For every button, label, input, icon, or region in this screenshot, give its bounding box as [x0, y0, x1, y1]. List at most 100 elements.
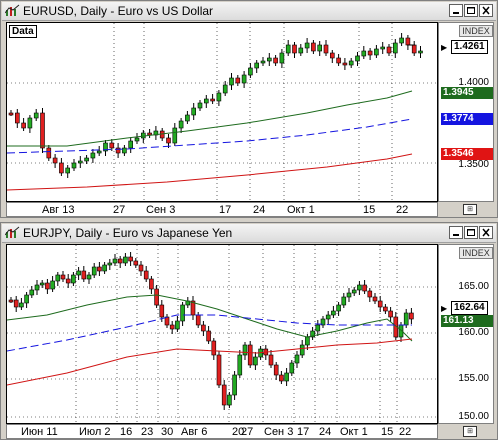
- candle-body: [81, 270, 87, 280]
- candle-body: [52, 157, 58, 164]
- candle-body: [27, 117, 33, 129]
- index-button[interactable]: INDEX: [459, 247, 493, 259]
- candle-body: [304, 42, 310, 49]
- ma-mid-line: [7, 314, 412, 352]
- window-title: EURJPY, Daily - Euro vs Japanese Yen: [23, 226, 233, 240]
- candle-body: [279, 374, 284, 382]
- candle-body: [29, 289, 35, 296]
- eurjpy-time-axis[interactable]: Июн 11 Июл 2 16 23 30 Авг 6 20 27 Сен 3 …: [6, 424, 438, 439]
- candle-body: [361, 50, 367, 57]
- minimize-button[interactable]: [449, 226, 463, 239]
- ma-mid-line: [7, 118, 413, 154]
- candle-body: [60, 274, 66, 280]
- eurusd-titlebar[interactable]: EURUSD, Daily - Euro vs US Dollar: [2, 2, 496, 21]
- candle-body: [222, 84, 228, 94]
- candle-body: [342, 62, 348, 66]
- candle-body: [329, 52, 335, 59]
- close-button[interactable]: [479, 4, 493, 17]
- candle-body: [21, 122, 26, 129]
- candle-body: [55, 274, 61, 282]
- candle-body: [235, 77, 241, 84]
- candle-body: [195, 314, 201, 326]
- candle-body: [367, 50, 373, 56]
- candle-body: [357, 284, 362, 291]
- eurusd-price-axis[interactable]: INDEX 1.4000 1.3500 1.4261 ▶ 1.3945 1.37…: [438, 22, 494, 202]
- eurjpy-plot-area[interactable]: [6, 244, 438, 424]
- candle-body: [348, 60, 354, 66]
- candle-body: [71, 162, 77, 169]
- eurusd-chart-window[interactable]: EURUSD, Daily - Euro vs US Dollar Data I…: [0, 0, 498, 218]
- candle-body: [190, 300, 196, 316]
- candle-body: [253, 356, 258, 366]
- candle-body: [40, 112, 45, 149]
- window-title: EURUSD, Daily - Euro vs US Dollar: [23, 4, 214, 18]
- minimize-button[interactable]: [449, 4, 463, 17]
- candle-body: [273, 364, 279, 376]
- candle-body: [317, 44, 323, 52]
- eurjpy-price-axis[interactable]: INDEX 165.00 160.00 155.00 150.00 ▶ 162.…: [438, 244, 494, 424]
- candle-body: [71, 274, 76, 284]
- maximize-button[interactable]: [464, 226, 478, 239]
- candle-body: [76, 270, 81, 276]
- candle-body: [86, 274, 92, 280]
- candle-body: [103, 142, 108, 152]
- close-button[interactable]: [479, 226, 493, 239]
- candle-body: [372, 296, 378, 302]
- scale-fix-icon[interactable]: ⊞: [463, 426, 477, 437]
- ma-slow-line: [7, 153, 413, 191]
- eurusd-candles: [7, 23, 437, 201]
- candle-body: [362, 284, 367, 292]
- data-panel-label: Data: [9, 25, 37, 38]
- candle-body: [90, 152, 96, 159]
- candle-body: [232, 374, 237, 396]
- x-tick-label: Июн 11: [21, 426, 58, 438]
- candle-body: [197, 102, 203, 109]
- candle-body: [8, 112, 14, 116]
- candle-body: [15, 112, 20, 124]
- eurusd-time-axis[interactable]: Авг 13 27 Сен 3 17 24 Окт 1 15 22: [6, 202, 438, 217]
- candle-body: [154, 288, 159, 306]
- y-tick: 1.3500: [458, 159, 489, 170]
- candle-body: [107, 262, 113, 266]
- candle-body: [204, 98, 209, 104]
- candle-body: [112, 258, 118, 264]
- index-button[interactable]: INDEX: [459, 25, 493, 37]
- candle-body: [50, 280, 55, 290]
- last-price-tag: 162.64: [451, 301, 488, 315]
- candle-body: [123, 256, 128, 264]
- x-tick-label: Авг 6: [181, 426, 208, 438]
- candle-body: [409, 312, 414, 320]
- candle-body: [273, 57, 278, 64]
- candle-body: [320, 318, 326, 326]
- candle-body: [84, 157, 89, 162]
- candle-body: [346, 292, 352, 298]
- candle-body: [216, 354, 222, 386]
- candle-body: [122, 147, 127, 154]
- scale-fix-icon[interactable]: ⊞: [463, 204, 477, 215]
- candle-body: [355, 55, 360, 62]
- candle-body: [109, 142, 115, 149]
- candle-body: [46, 147, 52, 159]
- y-tick: 1.4000: [458, 77, 489, 88]
- candle-body: [191, 107, 196, 116]
- eurjpy-titlebar[interactable]: EURJPY, Daily - Euro vs Japanese Yen: [2, 224, 496, 243]
- x-tick-label: 22: [396, 204, 409, 216]
- candle-body: [128, 256, 133, 262]
- x-tick-label: Сен 3: [146, 204, 176, 216]
- candle-body: [133, 260, 139, 266]
- x-tick-label: 22: [399, 426, 412, 438]
- ma-fast-line: [7, 294, 413, 342]
- candle-body: [227, 394, 232, 406]
- candle-body: [248, 67, 253, 76]
- ma-slow-line: [7, 338, 413, 386]
- maximize-button[interactable]: [464, 4, 478, 17]
- candle-body: [39, 282, 45, 286]
- eurusd-plot-area[interactable]: Data: [6, 22, 438, 202]
- candle-body: [216, 92, 222, 102]
- candle-body: [201, 324, 206, 332]
- candle-body: [206, 330, 211, 342]
- candle-body: [380, 46, 386, 50]
- eurjpy-chart-window[interactable]: EURJPY, Daily - Euro vs Japanese Yen IND…: [0, 222, 498, 440]
- candle-body: [242, 344, 248, 356]
- candle-body: [284, 372, 289, 382]
